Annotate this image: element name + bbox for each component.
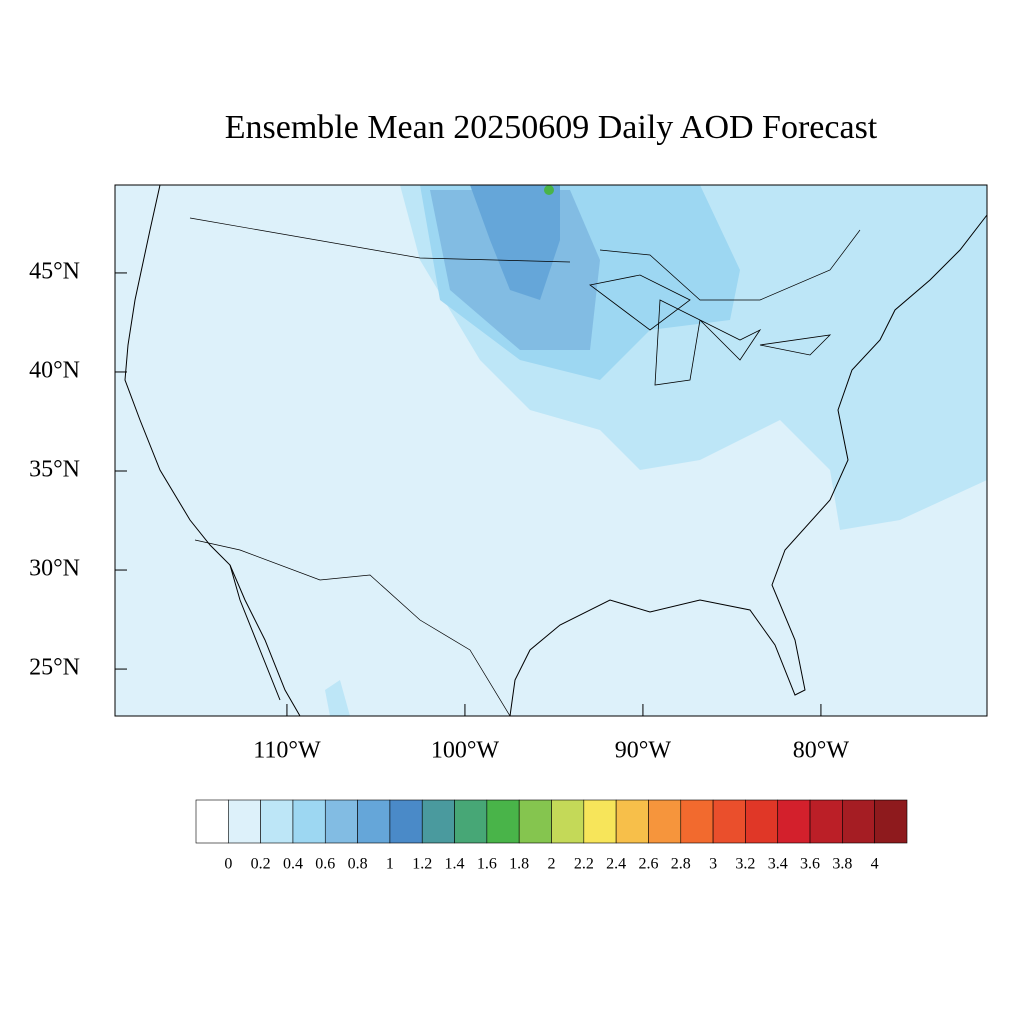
colorbar-label: 3.6 [800, 856, 820, 873]
coastline [124, 184, 301, 717]
x-tick-label: 90°W [615, 738, 672, 764]
y-tick-label: 45°N [29, 258, 80, 284]
colorbar-box [680, 799, 714, 844]
colorbar-box [551, 799, 585, 844]
colorbar-label: 3.2 [735, 856, 755, 873]
colorbar-label: 3.8 [832, 856, 852, 873]
colorbar-label: 3 [709, 856, 717, 873]
colorbar-box [486, 799, 520, 844]
colorbar-box [777, 799, 811, 844]
colorbar-label: 3.4 [768, 856, 788, 873]
colorbar-label: 0.8 [348, 856, 368, 873]
coastline [229, 564, 281, 701]
colorbar-box [745, 799, 779, 844]
map-title: Ensemble Mean 20250609 Daily AOD Forecas… [225, 109, 878, 146]
map-area [115, 184, 988, 717]
colorbar-box [842, 799, 875, 844]
border [189, 217, 861, 301]
colorbar-label: 2.4 [606, 856, 626, 873]
colorbar-label: 0.2 [251, 856, 271, 873]
colorbar-box [615, 799, 649, 844]
colorbar-label: 4 [871, 856, 879, 873]
colorbar-label: 2.8 [671, 856, 691, 873]
border [194, 539, 511, 717]
aod-region [325, 680, 350, 716]
lake [589, 274, 832, 386]
colorbar-label: 0 [224, 856, 232, 873]
y-tick-label: 40°N [29, 357, 80, 383]
colorbar-box [357, 799, 391, 844]
colorbar-box [195, 799, 229, 844]
y-tick-label: 25°N [29, 655, 80, 681]
colorbar-box [389, 799, 423, 844]
colorbar-box [228, 799, 261, 844]
colorbar-label: 2 [548, 856, 556, 873]
x-tick-label: 100°W [431, 738, 500, 764]
colorbar-label: 1.2 [412, 856, 432, 873]
colorbar-label: 2.6 [638, 856, 658, 873]
aod-hotspot [544, 185, 554, 195]
y-tick-label: 35°N [29, 456, 80, 482]
colorbar-box [324, 799, 358, 844]
aod-region [470, 185, 560, 300]
colorbar-label: 1.6 [477, 856, 497, 873]
colorbar-box [454, 799, 488, 844]
colorbar-box [809, 799, 843, 844]
colorbar-label: 1.4 [445, 856, 465, 873]
colorbar-box [583, 799, 617, 844]
x-tick-label: 80°W [793, 738, 850, 764]
colorbar-box [292, 799, 326, 844]
x-tick-label: 110°W [253, 738, 321, 764]
colorbar-label: 0.4 [283, 856, 303, 873]
colorbar-label: 1.8 [509, 856, 529, 873]
coastline [509, 214, 988, 717]
colorbar-box [518, 799, 552, 844]
map-frame [114, 184, 988, 717]
y-tick-label: 30°N [29, 556, 80, 582]
colorbar-box [712, 799, 746, 844]
colorbar-box [421, 799, 455, 844]
colorbar-box [260, 799, 294, 844]
colorbar-label: 1 [386, 856, 394, 873]
colorbar-box [648, 799, 682, 844]
colorbar-label: 2.2 [574, 856, 594, 873]
colorbar-box [874, 799, 908, 844]
colorbar-label: 0.6 [315, 856, 335, 873]
